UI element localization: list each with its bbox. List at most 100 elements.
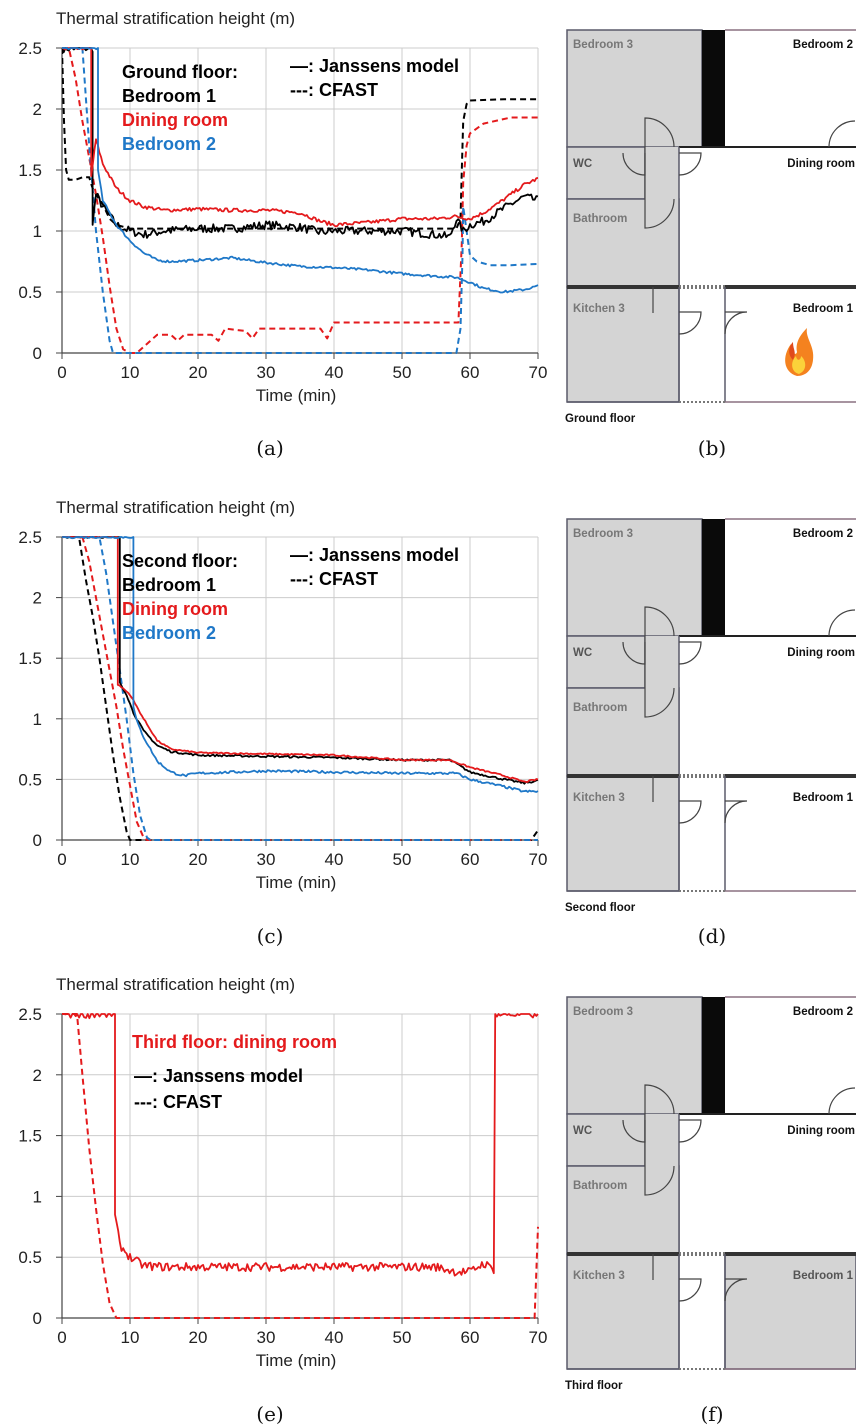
floor-label: Second floor	[565, 902, 636, 914]
door-swing	[644, 1084, 675, 1115]
y-tick-label: 0	[33, 344, 42, 363]
shaft	[702, 519, 725, 636]
legend-janssens: —: Janssens model	[290, 56, 459, 76]
room-bedroom-3	[566, 996, 703, 1115]
room-kitchen	[566, 1253, 680, 1370]
chart-panel-2: Thermal stratification height (m)0 10 20 30…	[18, 498, 547, 892]
y-tick-label: 1.5	[18, 649, 42, 668]
door-swing	[678, 641, 702, 665]
fire-icon	[785, 328, 814, 376]
x-tick-label: 20	[189, 363, 208, 382]
panel-caption: (b)	[698, 436, 726, 460]
x-tick-label: 40	[325, 1328, 344, 1347]
series-line-janssens-bedroom-2	[62, 47, 539, 294]
door-swing	[828, 609, 856, 637]
y-tick-label: 1	[33, 1187, 42, 1206]
room-wc	[566, 146, 646, 200]
x-tick-label: 30	[257, 1328, 276, 1347]
panel-caption: (e)	[256, 1402, 283, 1426]
door-swing	[724, 1278, 748, 1302]
x-tick-label: 0	[57, 363, 66, 382]
door-swing	[678, 152, 702, 176]
x-tick-label: 20	[189, 1328, 208, 1347]
panel-caption: (d)	[698, 924, 726, 948]
floor-label: Third floor	[565, 1380, 623, 1392]
y-tick-label: 2.5	[18, 528, 42, 547]
floorplan-2: Bedroom 3 Bedroom 2 WC Dining room Bathroom K…	[565, 518, 856, 914]
x-tick-label: 60	[461, 850, 480, 869]
door-swing	[644, 687, 675, 718]
series-line-cfast-dining-room	[62, 1013, 539, 1319]
x-tick-label: 70	[529, 850, 548, 869]
panel-caption: (a)	[256, 436, 284, 460]
x-tick-label: 0	[57, 850, 66, 869]
room-bedroom-3	[566, 518, 703, 637]
x-tick-label: 10	[121, 363, 140, 382]
annotation-entry: Bedroom 1	[122, 575, 216, 595]
y-tick-label: 1.5	[18, 1127, 42, 1146]
y-tick-label: 2	[33, 100, 42, 119]
label-bedroom-2: Bedroom 2	[793, 1006, 853, 1018]
door-swing	[828, 120, 856, 148]
legend-janssens: —: Janssens model	[134, 1066, 303, 1086]
series-line-cfast-bedroom-2	[62, 536, 538, 841]
annotation-entry: Dining room	[122, 110, 228, 130]
door-swing	[644, 1165, 675, 1196]
label-wc: WC	[573, 158, 592, 170]
series-line-janssens-dining-room	[62, 1013, 539, 1277]
corridor	[645, 147, 679, 287]
label-bedroom-1: Bedroom 1	[793, 792, 854, 804]
y-tick-label: 2.5	[18, 1005, 42, 1024]
label-dining-room: Dining room	[787, 1125, 855, 1137]
label-bathroom: Bathroom	[573, 213, 627, 225]
y-tick-label: 0.5	[18, 770, 42, 789]
label-wc: WC	[573, 647, 592, 659]
x-tick-label: 20	[189, 850, 208, 869]
room-bedroom-3	[566, 29, 703, 148]
legend-cfast: ---: CFAST	[290, 80, 378, 100]
y-tick-label: 0	[33, 831, 42, 850]
room-wc	[566, 635, 646, 689]
label-dining-room: Dining room	[787, 158, 855, 170]
corridor	[645, 1114, 679, 1254]
x-tick-label: 30	[257, 850, 276, 869]
label-bedroom-1: Bedroom 1	[793, 303, 854, 315]
y-tick-label: 1	[33, 222, 42, 241]
label-bedroom-3: Bedroom 3	[573, 39, 633, 51]
floor-label: Ground floor	[565, 413, 636, 425]
corridor	[645, 636, 679, 776]
door-swing	[724, 311, 748, 335]
shaft	[702, 997, 725, 1114]
x-tick-label: 70	[529, 1328, 548, 1347]
label-dining-room: Dining room	[787, 647, 855, 659]
y-tick-label: 2	[33, 1066, 42, 1085]
y-tick-label: 2.5	[18, 39, 42, 58]
x-tick-label: 10	[121, 850, 140, 869]
y-tick-label: 0.5	[18, 1248, 42, 1267]
x-tick-label: 40	[325, 850, 344, 869]
door-swing	[724, 800, 748, 824]
chart-panel-1: Thermal stratification height (m)0 10 20 30…	[18, 9, 547, 405]
x-tick-label: 10	[121, 1328, 140, 1347]
series-line-cfast-bedroom-2	[62, 47, 539, 354]
y-tick-label: 1	[33, 710, 42, 729]
panel-caption: (f)	[700, 1402, 723, 1426]
x-axis-label: Time (min)	[256, 386, 337, 405]
x-tick-label: 50	[393, 1328, 412, 1347]
series-line-cfast-dining-room	[62, 536, 538, 841]
door-swing	[678, 800, 702, 824]
legend-cfast: ---: CFAST	[290, 569, 378, 589]
x-tick-label: 60	[461, 363, 480, 382]
y-tick-label: 0.5	[18, 283, 42, 302]
door-swing	[678, 1119, 702, 1143]
door-swing	[678, 311, 702, 335]
room-kitchen	[566, 286, 680, 403]
label-bathroom: Bathroom	[573, 702, 627, 714]
series-line-janssens-bedroom-2	[62, 536, 539, 793]
x-axis-label: Time (min)	[256, 873, 337, 892]
label-wc: WC	[573, 1125, 592, 1137]
door-swing	[678, 1278, 702, 1302]
annotation-entry: Bedroom 2	[122, 134, 216, 154]
y-axis-title: Thermal stratification height (m)	[56, 9, 295, 28]
series-line-janssens-bedroom-1	[62, 47, 539, 239]
